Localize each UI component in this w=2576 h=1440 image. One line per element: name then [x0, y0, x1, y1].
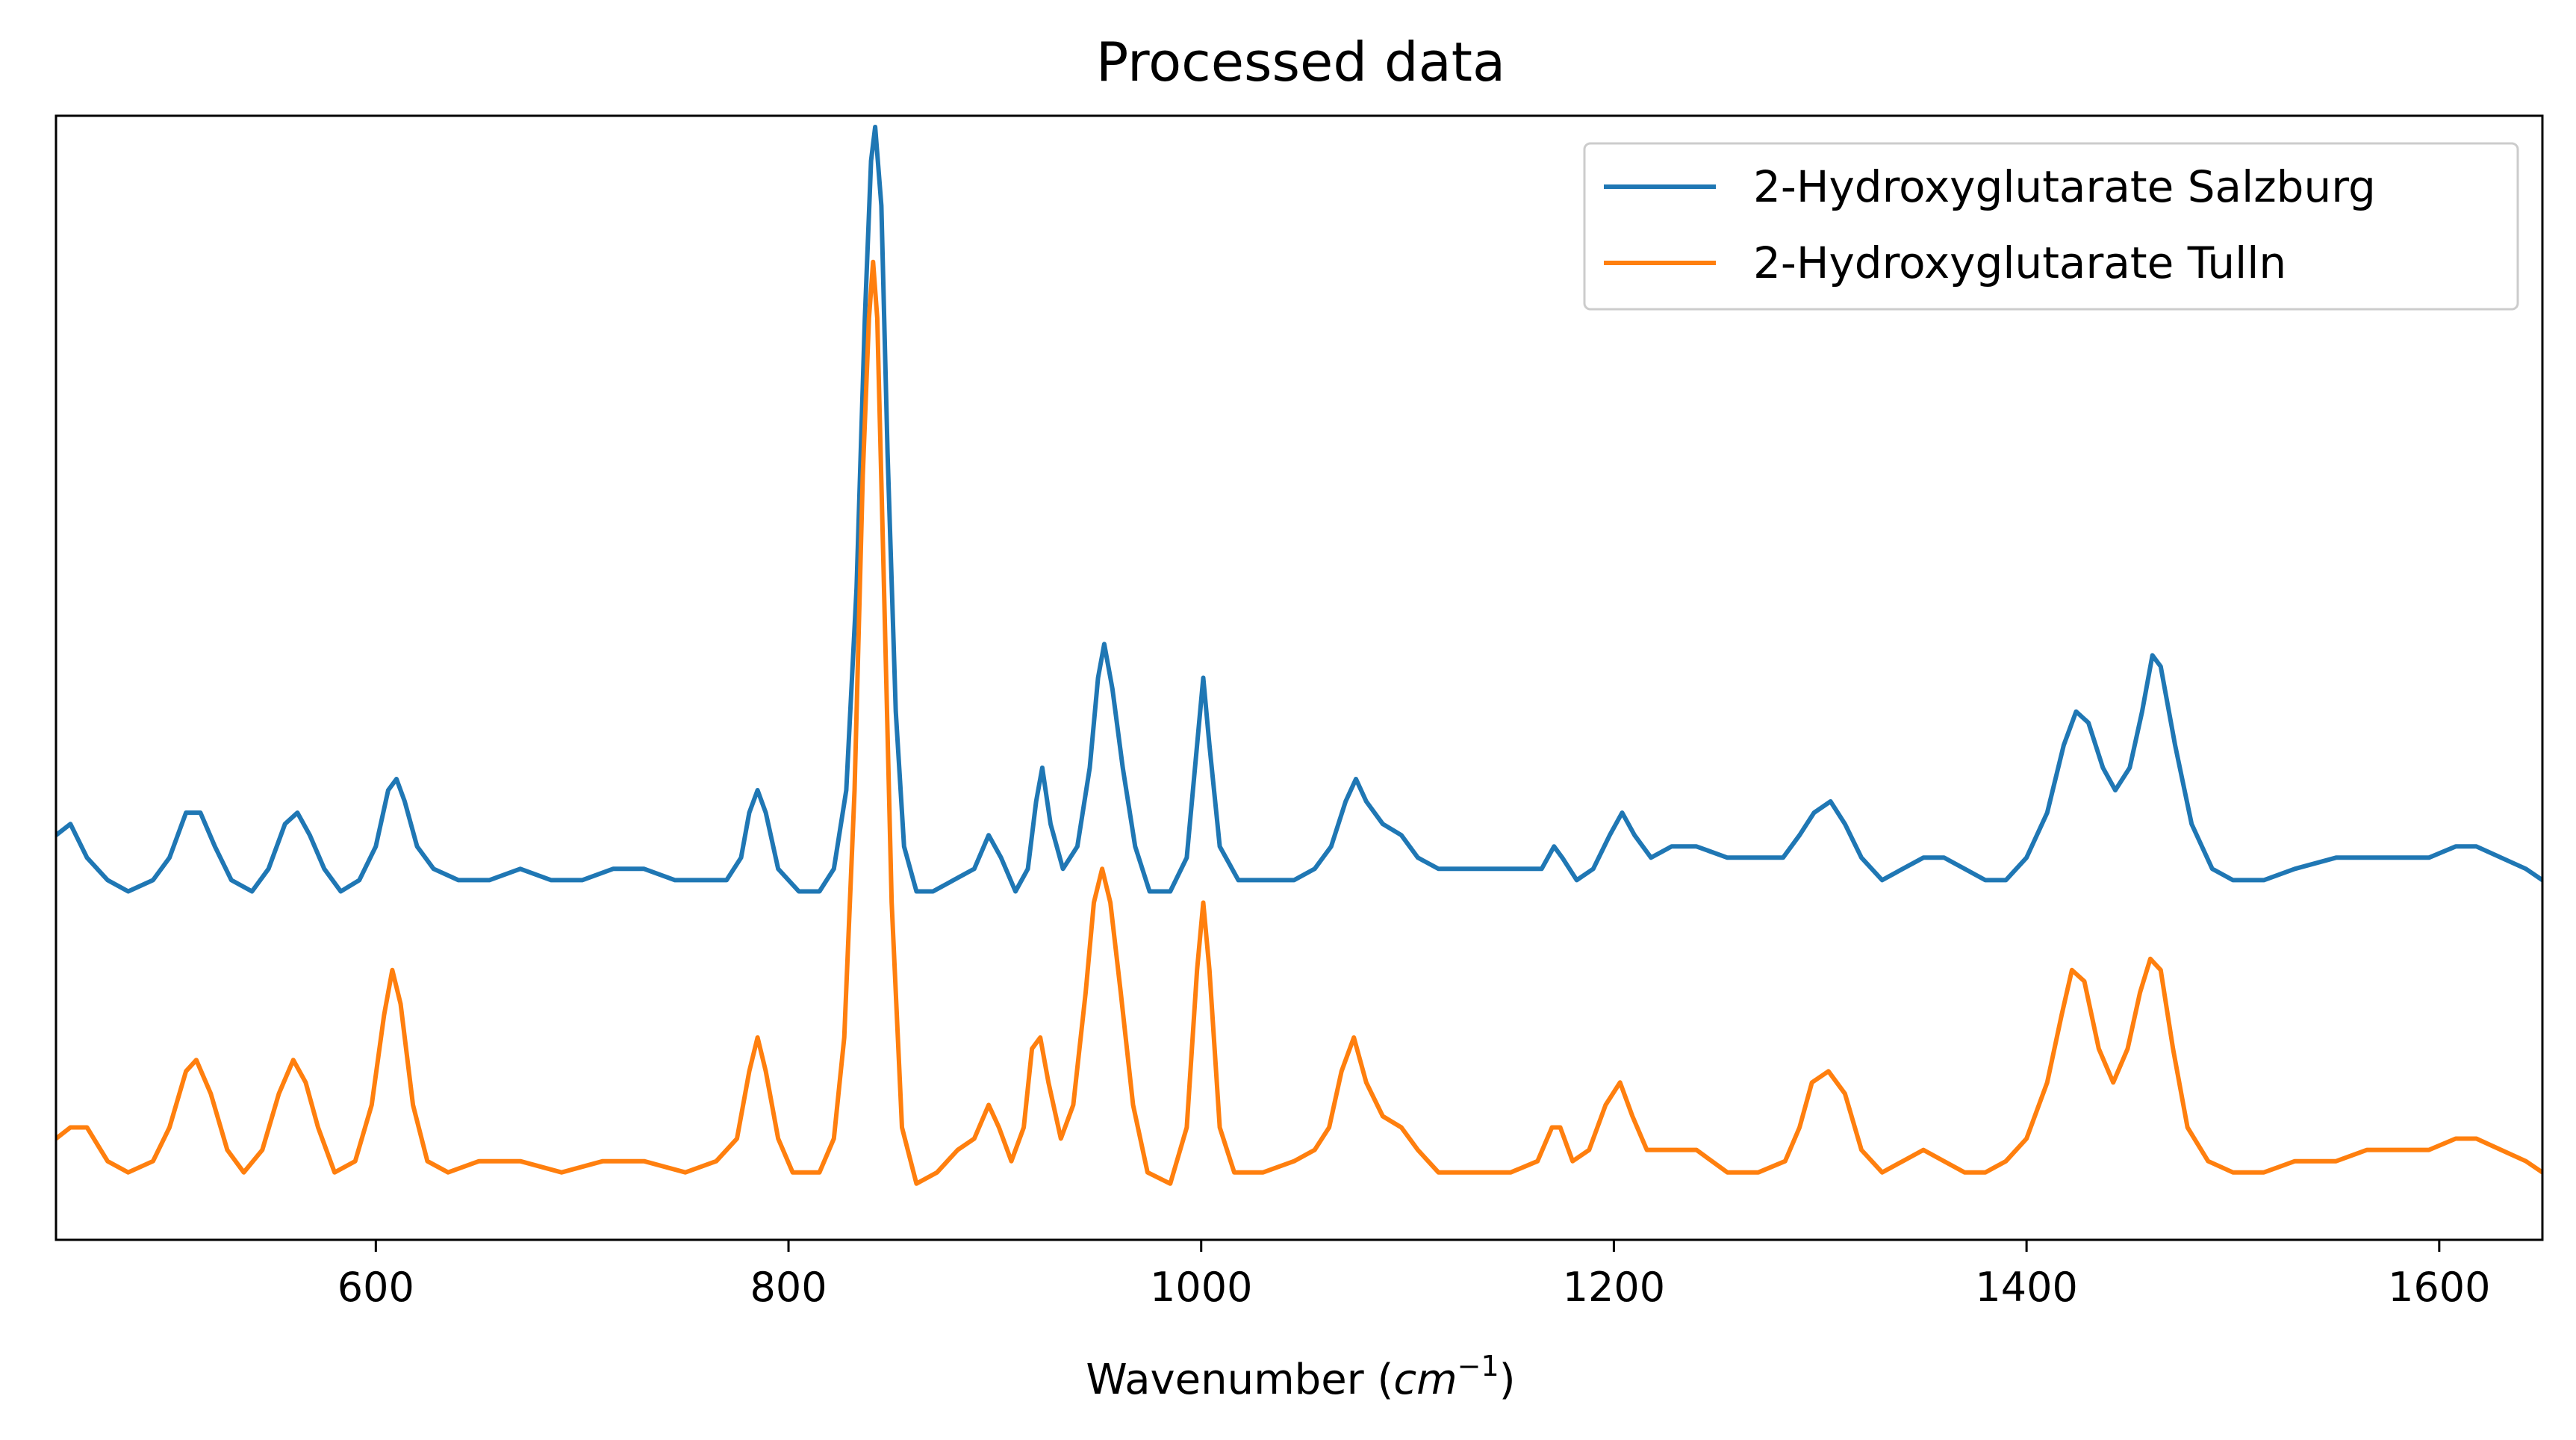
- x-tick-label-1600: 1600: [2388, 1264, 2490, 1311]
- plot-frame: [55, 114, 2544, 1241]
- x-tick-label-1400: 1400: [1975, 1264, 2077, 1311]
- x-tick-label-800: 800: [750, 1264, 827, 1311]
- plot-area: [55, 114, 2544, 1241]
- chart-title: Processed data: [1096, 31, 1505, 93]
- x-axis-label-prefix: Wavenumber (: [1086, 1356, 1393, 1404]
- x-axis-label: Wavenumber (cm−1): [1086, 1350, 1515, 1404]
- series-layer: [56, 125, 2542, 1186]
- legend: 2-Hydroxyglutarate Salzburg 2-Hydroxyglu…: [1583, 142, 2519, 311]
- series-line-0: [56, 125, 2542, 894]
- legend-box: [1583, 142, 2519, 311]
- x-axis: 600 800 1000 1200 1400 1600: [337, 1240, 2491, 1311]
- x-axis-label-var: cm: [1393, 1356, 1457, 1404]
- x-axis-label-exp: −1: [1457, 1350, 1499, 1382]
- legend-label-salzburg: 2-Hydroxyglutarate Salzburg: [1753, 161, 2376, 212]
- legend-label-tulln: 2-Hydroxyglutarate Tulln: [1753, 238, 2286, 288]
- x-tick-label-600: 600: [337, 1264, 414, 1311]
- series-line-1: [56, 259, 2542, 1186]
- x-tick-label-1200: 1200: [1563, 1264, 1665, 1311]
- x-axis-label-suffix: ): [1499, 1356, 1516, 1404]
- x-tick-label-1000: 1000: [1150, 1264, 1252, 1311]
